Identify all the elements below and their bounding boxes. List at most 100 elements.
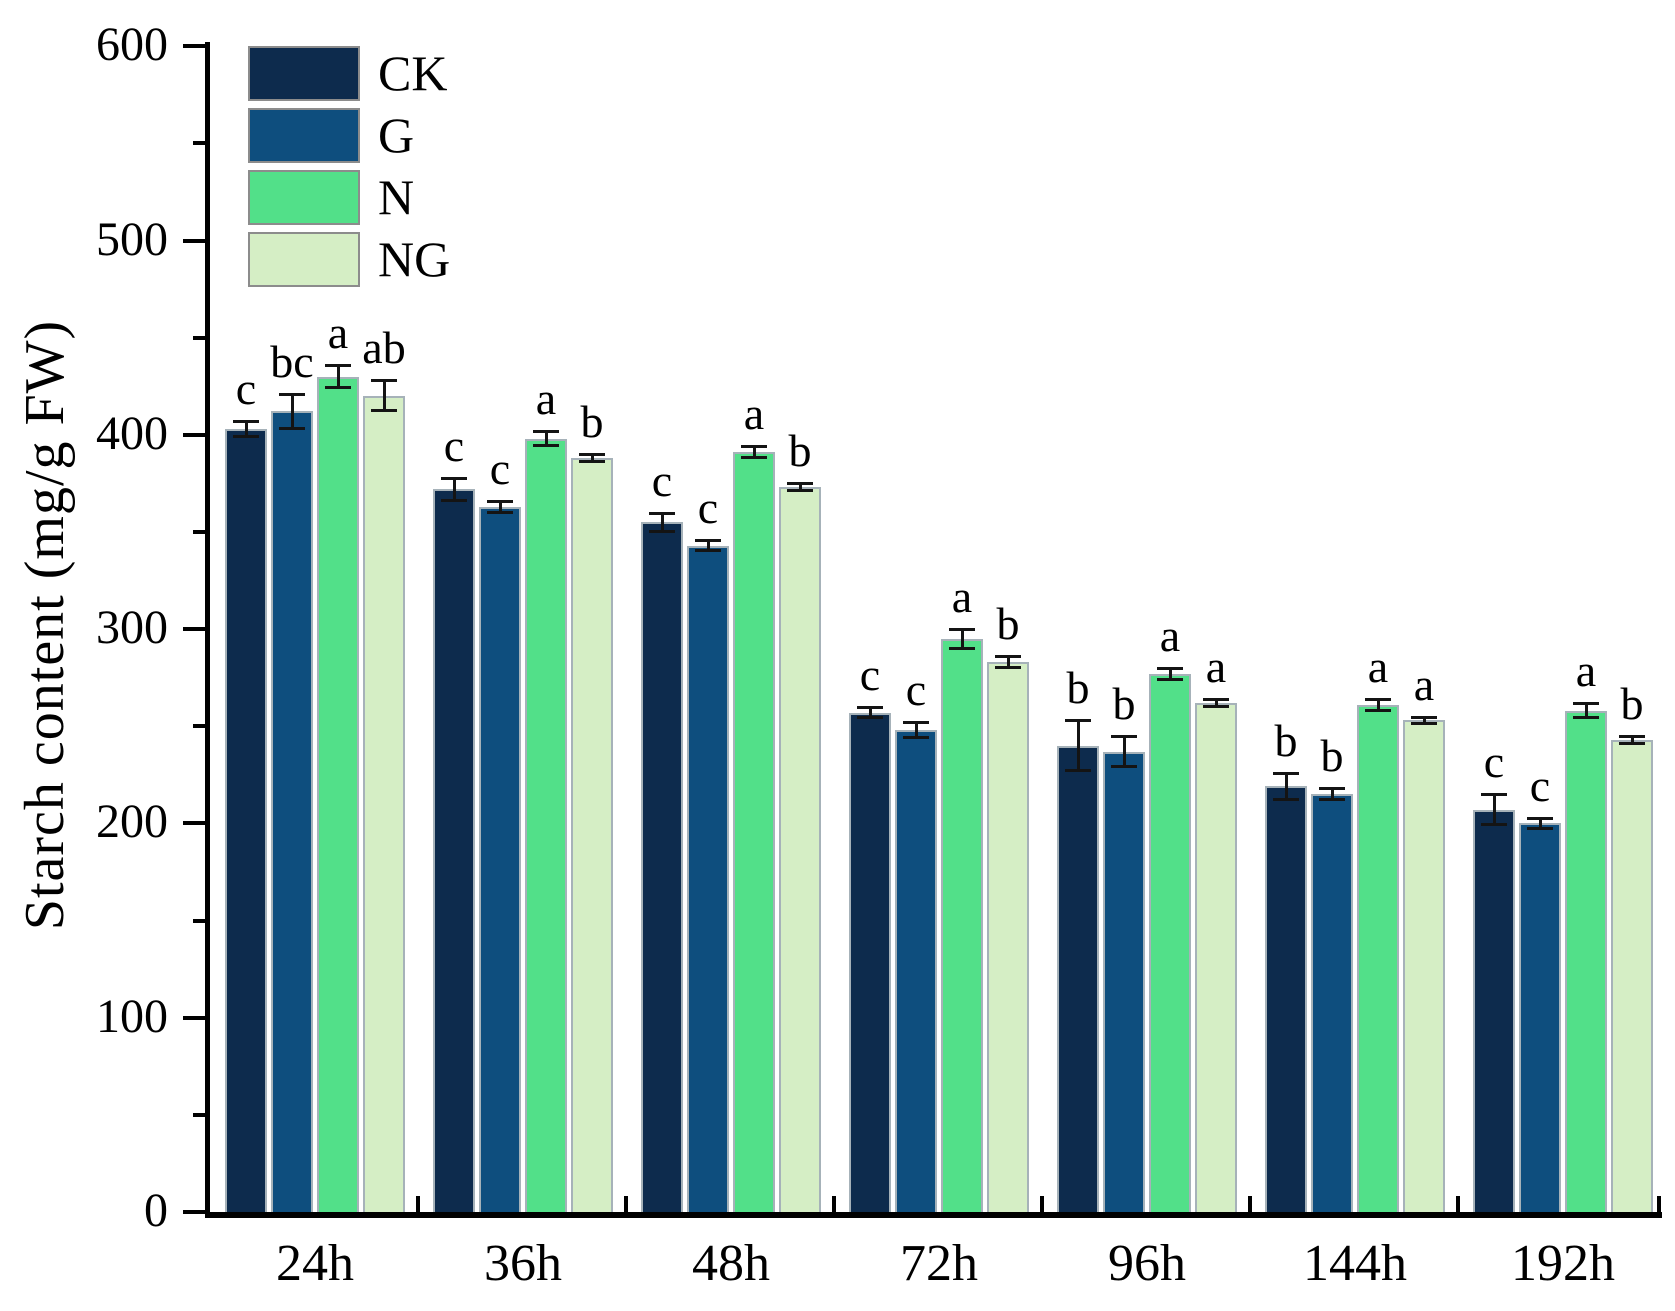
- bar-NG-36h: [571, 458, 613, 1212]
- bar-G-72h: [895, 730, 937, 1212]
- x-axis-line: [205, 1212, 1662, 1218]
- error-bar-cap-bottom: [279, 426, 305, 430]
- x-boundary-tick: [832, 1196, 836, 1212]
- significance-letter-NG-48h: b: [788, 425, 812, 477]
- error-bar-cap-top: [233, 420, 259, 424]
- significance-letter-G-192h: c: [1529, 759, 1551, 811]
- bar-NG-96h: [1195, 702, 1237, 1212]
- error-bar-cap-top: [579, 453, 605, 457]
- error-bar-cap-bottom: [1065, 768, 1091, 772]
- bar-NG-192h: [1611, 739, 1653, 1212]
- x-boundary-tick: [1248, 1196, 1252, 1212]
- significance-letter-NG-144h: a: [1413, 658, 1435, 710]
- error-bar-cap-top: [695, 538, 721, 542]
- significance-letter-N-24h: a: [327, 306, 349, 358]
- y-minor-tick: [193, 918, 205, 923]
- bar-G-24h: [271, 411, 313, 1212]
- error-bar-cap-bottom: [1365, 708, 1391, 712]
- error-bar-cap-top: [787, 482, 813, 486]
- x-category-label-72h: 72h: [900, 1235, 978, 1292]
- x-category-label-192h: 192h: [1511, 1235, 1615, 1292]
- error-bar-cap-top: [1573, 701, 1599, 705]
- x-boundary-tick: [416, 1196, 420, 1212]
- error-bar-N-96h: [1168, 667, 1172, 680]
- bar-CK-72h: [849, 712, 891, 1212]
- error-bar-N-144h: [1376, 699, 1380, 711]
- significance-letter-NG-192h: b: [1620, 677, 1644, 729]
- error-bar-cap-bottom: [903, 735, 929, 739]
- error-bar-NG-72h: [1006, 656, 1010, 668]
- error-bar-cap-top: [1203, 698, 1229, 702]
- significance-letter-G-144h: b: [1320, 730, 1344, 782]
- error-bar-cap-top: [741, 445, 767, 449]
- error-bar-CK-48h: [660, 512, 664, 532]
- bar-CK-144h: [1265, 786, 1307, 1212]
- x-boundary-tick: [1456, 1196, 1460, 1212]
- significance-letter-CK-72h: c: [859, 648, 881, 700]
- bar-G-48h: [687, 545, 729, 1212]
- significance-letter-CK-192h: c: [1483, 736, 1505, 788]
- error-bar-cap-bottom: [1527, 827, 1553, 831]
- error-bar-CK-96h: [1076, 720, 1080, 771]
- error-bar-cap-top: [441, 476, 467, 480]
- error-bar-cap-top: [1527, 816, 1553, 820]
- significance-letter-NG-24h: ab: [362, 322, 406, 374]
- legend-swatch-NG: [248, 232, 360, 287]
- error-bar-cap-top: [1111, 734, 1137, 738]
- y-tick-label: 400: [96, 406, 168, 460]
- significance-letter-G-36h: c: [489, 442, 511, 494]
- error-bar-cap-bottom: [441, 498, 467, 502]
- legend-swatch-CK: [248, 46, 360, 101]
- error-bar-G-144h: [1330, 788, 1334, 801]
- error-bar-N-192h: [1584, 702, 1588, 719]
- y-tick-label: 600: [96, 18, 168, 72]
- error-bar-G-36h: [498, 500, 502, 513]
- significance-letter-CK-36h: c: [443, 419, 465, 471]
- significance-letter-NG-96h: a: [1205, 641, 1227, 693]
- bar-N-192h: [1565, 710, 1607, 1212]
- error-bar-G-48h: [706, 539, 710, 552]
- error-bar-cap-bottom: [579, 460, 605, 463]
- error-bar-CK-36h: [452, 477, 456, 501]
- error-bar-cap-bottom: [787, 489, 813, 493]
- bar-CK-192h: [1473, 809, 1515, 1212]
- legend-label-G: G: [378, 107, 415, 163]
- error-bar-NG-96h: [1214, 699, 1218, 707]
- bar-N-144h: [1357, 704, 1399, 1212]
- error-bar-cap-bottom: [995, 665, 1021, 669]
- error-bar-G-24h: [290, 393, 294, 429]
- legend-label-CK: CK: [378, 45, 448, 101]
- bar-G-192h: [1519, 823, 1561, 1212]
- error-bar-cap-top: [487, 499, 513, 503]
- error-bar-cap-top: [1319, 787, 1345, 791]
- error-bar-cap-top: [1065, 719, 1091, 723]
- error-bar-cap-bottom: [1573, 716, 1599, 720]
- y-major-tick: [183, 627, 205, 632]
- error-bar-CK-24h: [244, 421, 248, 437]
- error-bar-cap-bottom: [1481, 823, 1507, 827]
- error-bar-cap-bottom: [1273, 798, 1299, 802]
- x-category-label-96h: 96h: [1108, 1235, 1186, 1292]
- bar-CK-48h: [641, 522, 683, 1212]
- bar-NG-24h: [363, 395, 405, 1212]
- error-bar-NG-36h: [590, 454, 594, 462]
- error-bar-cap-bottom: [1411, 722, 1437, 726]
- bar-G-36h: [479, 506, 521, 1212]
- error-bar-cap-bottom: [1619, 741, 1645, 745]
- error-bar-cap-top: [1157, 666, 1183, 670]
- error-bar-cap-bottom: [1157, 677, 1183, 681]
- error-bar-N-72h: [960, 629, 964, 649]
- error-bar-cap-top: [1365, 698, 1391, 702]
- error-bar-cap-bottom: [741, 456, 767, 460]
- y-major-tick: [183, 238, 205, 243]
- bar-CK-36h: [433, 489, 475, 1212]
- bar-NG-144h: [1403, 720, 1445, 1212]
- significance-letter-NG-36h: b: [580, 396, 604, 448]
- y-tick-label: 300: [96, 601, 168, 655]
- error-bar-cap-top: [903, 721, 929, 725]
- x-category-label-36h: 36h: [484, 1235, 562, 1292]
- error-bar-NG-192h: [1630, 735, 1634, 744]
- error-bar-cap-top: [279, 392, 305, 396]
- error-bar-CK-72h: [868, 706, 872, 719]
